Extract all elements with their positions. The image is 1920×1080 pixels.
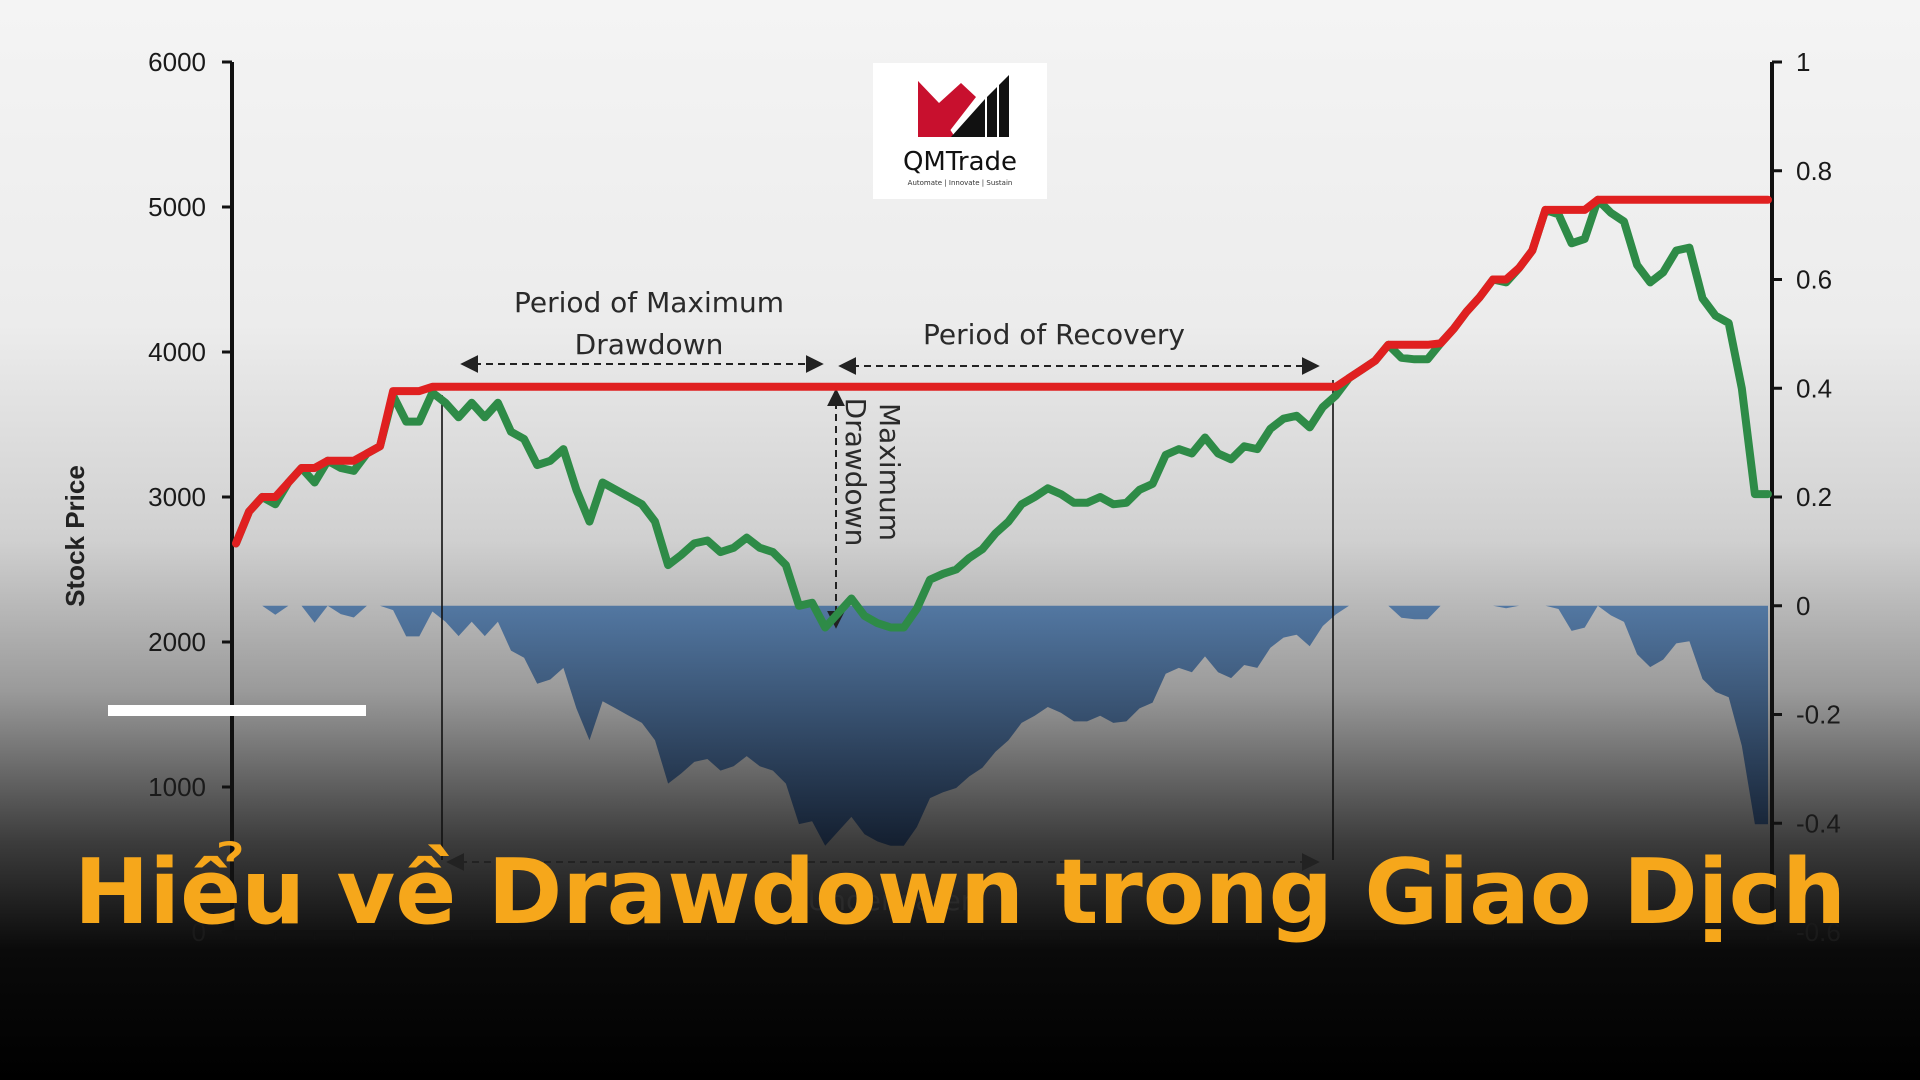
right-tick-label: 0.6 (1796, 265, 1832, 295)
annotations: Period of Maximum Drawdown Period of Reco… (441, 286, 1334, 917)
accent-bar (108, 705, 366, 716)
right-tick-label: 0.2 (1796, 482, 1832, 512)
right-tick-label: -0.4 (1796, 808, 1841, 838)
right-tick-label: -0.2 (1796, 700, 1841, 730)
recovery-period-label: Period of Recovery (923, 318, 1185, 351)
price-lines (232, 195, 1772, 632)
logo-name: QMTrade (902, 147, 1018, 177)
logo-tagline: Automate | Innovate | Sustain (907, 179, 1013, 187)
price-line (232, 195, 1772, 632)
right-axis-ticks: -0.6 -0.4 -0.2 0 0.2 0.4 0.6 0.8 1 (1772, 47, 1841, 947)
max-drawdown-label: MaximumDrawdown (839, 398, 906, 547)
left-tick-label: 4000 (148, 337, 206, 367)
y-axis-label: Stock Price (60, 465, 90, 607)
left-tick-label: 6000 (148, 47, 206, 77)
right-tick-label: -0.6 (1796, 917, 1841, 947)
right-tick-label: 1 (1796, 47, 1810, 77)
drawdown-area-shape (236, 605, 1768, 846)
max-drawdown-period-label: Period of Maximum Drawdown (514, 286, 784, 361)
left-axis-ticks: 0 1000 2000 3000 4000 5000 6000 (148, 47, 232, 947)
left-tick-label: 1000 (148, 772, 206, 802)
headline-title: Hiểu về Drawdown trong Giao Dịch (73, 840, 1847, 945)
left-tick-label: 3000 (148, 482, 206, 512)
peak-line (232, 195, 1772, 548)
right-tick-label: 0.4 (1796, 373, 1832, 403)
left-tick-label: 5000 (148, 192, 206, 222)
left-tick-label: 2000 (148, 627, 206, 657)
right-tick-label: 0.8 (1796, 156, 1832, 186)
x-axis-ticks (235, 932, 1769, 940)
drawdown-area (236, 605, 1768, 846)
qmtrade-logo: QMTrade Automate | Innovate | Sustain (873, 63, 1047, 199)
underwater-label: Underwater (808, 884, 973, 917)
logo-mark-icon (918, 75, 1009, 137)
left-tick-label: 0 (192, 917, 206, 947)
right-tick-label: 0 (1796, 591, 1810, 621)
